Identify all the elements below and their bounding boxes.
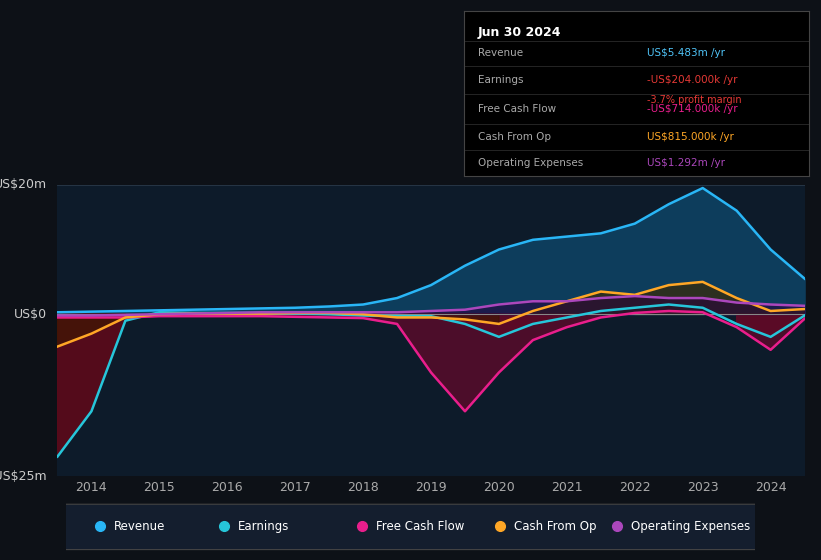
Text: Free Cash Flow: Free Cash Flow bbox=[376, 520, 465, 533]
Text: Revenue: Revenue bbox=[478, 48, 523, 58]
Text: -US$204.000k /yr: -US$204.000k /yr bbox=[647, 74, 737, 85]
Text: US$0: US$0 bbox=[14, 308, 48, 321]
Text: Cash From Op: Cash From Op bbox=[514, 520, 596, 533]
Text: Revenue: Revenue bbox=[114, 520, 165, 533]
Text: US$1.292m /yr: US$1.292m /yr bbox=[647, 158, 725, 168]
Text: Jun 30 2024: Jun 30 2024 bbox=[478, 26, 562, 39]
Text: Earnings: Earnings bbox=[478, 74, 523, 85]
Text: US$20m: US$20m bbox=[0, 178, 48, 192]
Text: US$5.483m /yr: US$5.483m /yr bbox=[647, 48, 725, 58]
Text: Free Cash Flow: Free Cash Flow bbox=[478, 104, 556, 114]
Text: US$815.000k /yr: US$815.000k /yr bbox=[647, 132, 733, 142]
Text: -3.7% profit margin: -3.7% profit margin bbox=[647, 95, 741, 105]
Text: Operating Expenses: Operating Expenses bbox=[478, 158, 583, 168]
Text: Operating Expenses: Operating Expenses bbox=[631, 520, 750, 533]
Text: Earnings: Earnings bbox=[238, 520, 290, 533]
Text: -US$714.000k /yr: -US$714.000k /yr bbox=[647, 104, 737, 114]
FancyBboxPatch shape bbox=[59, 504, 762, 549]
Text: -US$25m: -US$25m bbox=[0, 469, 48, 483]
Text: Cash From Op: Cash From Op bbox=[478, 132, 551, 142]
